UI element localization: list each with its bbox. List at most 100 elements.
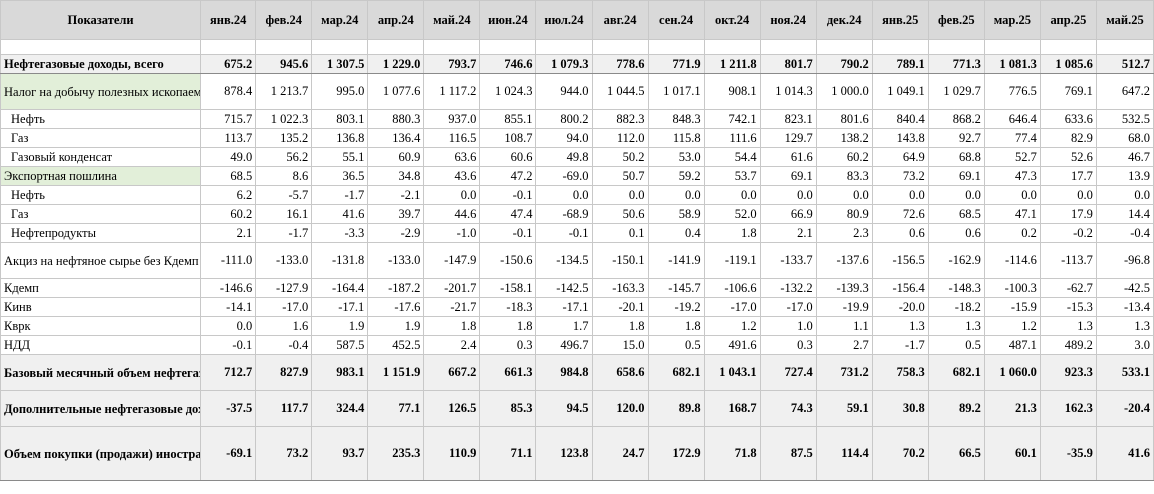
value-cell: 771.9 <box>647 54 705 74</box>
table-row: Объем покупки (продажи) иностранной валю… <box>0 426 1154 481</box>
row-label: Налог на добычу полезных ископаемых <box>0 73 202 110</box>
value-cell: -18.3 <box>479 297 537 317</box>
value-cell: 1 077.6 <box>367 73 425 110</box>
value-cell: -0.1 <box>479 223 537 243</box>
value-cell: 59.2 <box>647 166 705 186</box>
value-cell: -163.3 <box>591 278 649 298</box>
value-cell: 59.1 <box>815 390 873 427</box>
row-label: Базовый месячный объем нефтегазовых дохо… <box>0 354 202 391</box>
row-label: Кинв <box>0 297 202 317</box>
value-cell: 712.7 <box>200 354 257 391</box>
row-label: Газ <box>0 128 202 148</box>
value-cell: 2.7 <box>815 335 873 355</box>
value-cell: 1.8 <box>647 316 705 336</box>
value-cell: -18.2 <box>927 297 985 317</box>
value-cell: 143.8 <box>871 128 929 148</box>
value-cell: 658.6 <box>591 354 649 391</box>
value-cell: 58.9 <box>647 204 705 224</box>
value-cell: 41.6 <box>1095 426 1154 481</box>
value-cell: 0.0 <box>1039 185 1097 205</box>
value-cell: 126.5 <box>423 390 481 427</box>
value-cell: 115.8 <box>647 128 705 148</box>
value-cell: 1 000.0 <box>815 73 873 110</box>
value-cell: 1 029.7 <box>927 73 985 110</box>
value-cell: -134.5 <box>535 242 593 279</box>
value-cell: 66.9 <box>759 204 817 224</box>
value-cell: -106.6 <box>703 278 761 298</box>
value-cell: 70.2 <box>871 426 929 481</box>
table-row: Нефть 715.7 1 022.3 803.1 880.3 937.0 855.1 800… <box>0 109 1154 129</box>
value-cell: 46.7 <box>1095 147 1154 167</box>
value-cell: 83.3 <box>815 166 873 186</box>
value-cell: 882.3 <box>591 109 649 129</box>
value-cell: 24.7 <box>591 426 649 481</box>
spacer-cell <box>927 39 985 55</box>
value-cell: -145.7 <box>647 278 705 298</box>
value-cell: 790.2 <box>815 54 873 74</box>
table-body: Нефтегазовые доходы, всего 675.2 945.6 1 30… <box>0 39 1154 481</box>
value-cell: 1.3 <box>927 316 985 336</box>
value-cell: 0.3 <box>759 335 817 355</box>
value-cell: 667.2 <box>423 354 481 391</box>
value-cell: 49.0 <box>200 147 257 167</box>
value-cell: -137.6 <box>815 242 873 279</box>
value-cell: 235.3 <box>367 426 425 481</box>
header-indicators: Показатели <box>0 0 202 40</box>
value-cell: 731.2 <box>815 354 873 391</box>
value-cell: -111.0 <box>200 242 257 279</box>
value-cell: 60.6 <box>479 147 537 167</box>
value-cell: 138.2 <box>815 128 873 148</box>
value-cell: 800.2 <box>535 109 593 129</box>
value-cell: 68.5 <box>200 166 257 186</box>
value-cell: -20.0 <box>871 297 929 317</box>
value-cell: 0.0 <box>871 185 929 205</box>
value-cell: 0.0 <box>535 185 593 205</box>
value-cell: 1.9 <box>367 316 425 336</box>
header-month: фев.25 <box>927 0 985 40</box>
spacer-cell <box>255 39 313 55</box>
value-cell: 3.0 <box>1095 335 1154 355</box>
value-cell: -150.6 <box>479 242 537 279</box>
value-cell: 1 044.5 <box>591 73 649 110</box>
value-cell: -0.1 <box>535 223 593 243</box>
header-month: янв.25 <box>871 0 929 40</box>
value-cell: 1 081.3 <box>983 54 1041 74</box>
value-cell: 1.3 <box>871 316 929 336</box>
value-cell: -15.9 <box>983 297 1041 317</box>
value-cell: 0.0 <box>759 185 817 205</box>
value-cell: 1 307.5 <box>311 54 369 74</box>
value-cell: 937.0 <box>423 109 481 129</box>
value-cell: -0.1 <box>200 335 257 355</box>
value-cell: 43.6 <box>423 166 481 186</box>
value-cell: 61.6 <box>759 147 817 167</box>
value-cell: -20.4 <box>1095 390 1154 427</box>
value-cell: 53.0 <box>647 147 705 167</box>
value-cell: 50.6 <box>591 204 649 224</box>
value-cell: -17.6 <box>367 297 425 317</box>
value-cell: -156.5 <box>871 242 929 279</box>
spacer-cell <box>871 39 929 55</box>
spacer-cell <box>1039 39 1097 55</box>
value-cell: 47.4 <box>479 204 537 224</box>
header-month: июн.24 <box>479 0 537 40</box>
row-label: Нефть <box>0 185 202 205</box>
row-label: Акциз на нефтяное сырье без Кдемп и Кинв… <box>0 242 202 279</box>
value-cell: 77.1 <box>367 390 425 427</box>
value-cell: -13.4 <box>1095 297 1154 317</box>
row-label: Объем покупки (продажи) иностранной валю… <box>0 426 202 481</box>
table-row: Нефть 6.2 -5.7 -1.7 -2.1 0.0 -0.1 0.0 0.0 0.0 0.0 0… <box>0 185 1154 205</box>
value-cell: 512.7 <box>1095 54 1154 74</box>
value-cell: -100.3 <box>983 278 1041 298</box>
value-cell: -17.0 <box>759 297 817 317</box>
value-cell: 77.4 <box>983 128 1041 148</box>
spacer-cell <box>535 39 593 55</box>
value-cell: -2.1 <box>367 185 425 205</box>
value-cell: -0.2 <box>1039 223 1097 243</box>
value-cell: 49.8 <box>535 147 593 167</box>
value-cell: 2.4 <box>423 335 481 355</box>
value-cell: 60.9 <box>367 147 425 167</box>
value-cell: 840.4 <box>871 109 929 129</box>
value-cell: -0.4 <box>255 335 313 355</box>
value-cell: 123.8 <box>535 426 593 481</box>
value-cell: 129.7 <box>759 128 817 148</box>
